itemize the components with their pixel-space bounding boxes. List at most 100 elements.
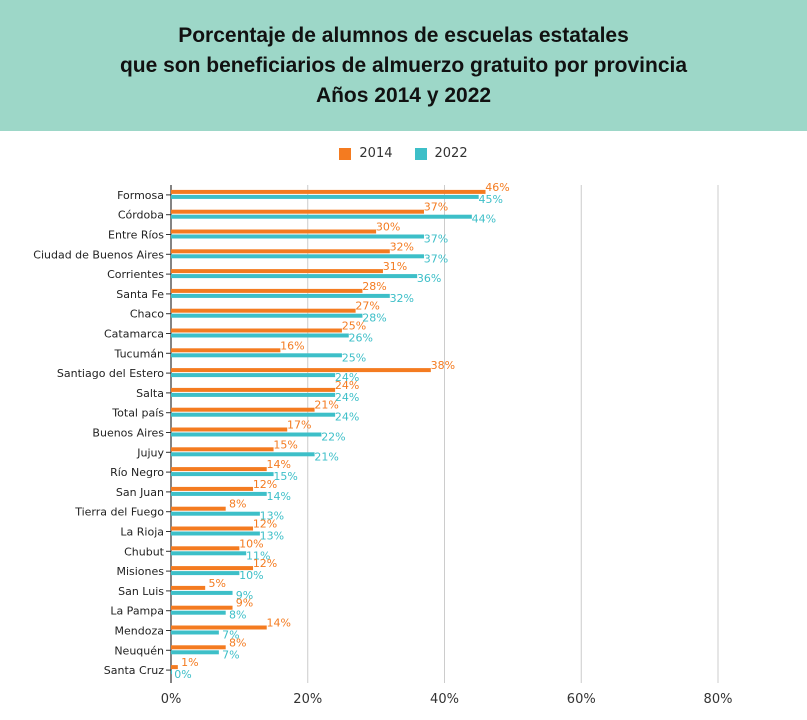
y-tick-label: Santa Fe (116, 288, 164, 301)
data-label-2014: 25% (342, 320, 366, 333)
x-tick-label: 40% (430, 692, 459, 707)
legend-swatch-2022 (414, 147, 427, 160)
y-tick-label: Santiago del Estero (57, 367, 164, 380)
y-tick-label: Catamarca (104, 328, 164, 341)
data-label-2014: 12% (253, 478, 277, 491)
data-label-2022: 24% (335, 411, 359, 424)
data-label-2022: 21% (314, 450, 338, 463)
bar-2022 (171, 373, 336, 378)
bar-2022 (171, 670, 172, 675)
bar-2022 (171, 650, 219, 655)
bar-2022 (171, 254, 424, 259)
bar-2022 (171, 531, 260, 536)
data-label-2022: 36% (417, 272, 441, 285)
bar-2014 (171, 387, 336, 392)
bar-2014 (171, 625, 267, 630)
y-tick-label: Córdoba (118, 209, 164, 222)
data-label-2014: 10% (239, 537, 263, 550)
bar-2014 (171, 447, 274, 452)
bar-2022 (171, 511, 260, 516)
data-label-2022: 13% (260, 510, 284, 523)
bar-2022 (171, 293, 390, 298)
y-tick-label: Corrientes (107, 268, 164, 281)
y-tick-label: La Pampa (110, 605, 164, 618)
data-label-2022: 24% (335, 391, 359, 404)
bar-2014 (171, 288, 363, 293)
y-tick-label: Mendoza (115, 625, 164, 638)
legend-label-2014: 2014 (359, 146, 393, 161)
data-label-2022: 11% (246, 549, 270, 562)
bar-2022 (171, 313, 363, 318)
data-label-2022: 14% (266, 490, 290, 503)
bar-2014 (171, 368, 431, 373)
data-label-2022: 8% (229, 609, 246, 622)
bar-2014 (171, 189, 486, 194)
bar-2014 (171, 585, 206, 590)
bar-2014 (171, 546, 240, 551)
legend-item-2014[interactable]: 2014 (339, 146, 393, 161)
y-tick-label: Formosa (117, 189, 164, 202)
data-label-2014: 28% (362, 280, 386, 293)
y-tick-label: Misiones (116, 565, 164, 578)
y-tick-label: Salta (136, 387, 164, 400)
bar-2014 (171, 526, 254, 531)
bar-2022 (171, 571, 240, 576)
bar-2014 (171, 407, 315, 412)
y-tick-label: Buenos Aires (92, 427, 164, 440)
bar-2014 (171, 229, 377, 234)
chart-legend: 2014 2022 (0, 146, 807, 161)
data-label-2022: 45% (478, 193, 502, 206)
y-tick-label: Tucumán (114, 347, 164, 360)
y-tick-label: Río Negro (110, 466, 164, 479)
bar-2022 (171, 551, 247, 556)
data-label-2022: 44% (472, 213, 496, 226)
y-tick-label: Ciudad de Buenos Aires (33, 248, 164, 261)
x-tick-label: 60% (567, 692, 596, 707)
bar-2022 (171, 610, 226, 615)
data-label-2022: 26% (349, 332, 373, 345)
bar-2014 (171, 209, 424, 214)
y-tick-label: Entre Ríos (108, 229, 164, 242)
chart-title-banner: Porcentaje de alumnos de escuelas estata… (0, 0, 807, 131)
y-tick-label: Chubut (124, 545, 165, 558)
data-label-2022: 28% (362, 312, 386, 325)
x-tick-label: 20% (293, 692, 322, 707)
bar-2022 (171, 353, 342, 358)
data-label-2014: 12% (253, 557, 277, 570)
bar-2022 (171, 452, 315, 457)
data-label-2022: 7% (222, 648, 239, 661)
legend-swatch-2014 (339, 147, 352, 160)
bar-2022 (171, 630, 219, 635)
bar-2022 (171, 214, 472, 219)
y-tick-label: Chaco (130, 308, 164, 321)
bar-2014 (171, 269, 383, 274)
chart-title-line-3: Años 2014 y 2022 (315, 83, 492, 107)
data-label-2014: 5% (208, 577, 225, 590)
data-label-2022: 13% (260, 530, 284, 543)
bar-2014 (171, 506, 226, 511)
y-tick-label: Jujuy (136, 446, 164, 459)
data-label-2014: 1% (181, 656, 198, 669)
y-tick-label: San Juan (116, 486, 164, 499)
bar-2022 (171, 234, 424, 239)
chart-title-line-2: que son beneficiarios de almuerzo gratui… (119, 53, 688, 77)
data-label-2022: 24% (335, 371, 359, 384)
bar-2022 (171, 333, 349, 338)
data-label-2014: 30% (376, 221, 400, 234)
data-label-2014: 16% (280, 339, 304, 352)
data-label-2022: 37% (424, 233, 448, 246)
data-label-2014: 46% (485, 181, 509, 194)
y-tick-label: Tierra del Fuego (74, 506, 164, 519)
data-label-2022: 0% (174, 668, 191, 681)
legend-item-2022[interactable]: 2022 (414, 146, 468, 161)
data-label-2022: 9% (236, 589, 253, 602)
bar-2022 (171, 491, 267, 496)
y-tick-label: Santa Cruz (104, 664, 164, 677)
bar-2014 (171, 467, 267, 472)
data-label-2014: 27% (355, 300, 379, 313)
data-label-2022: 15% (273, 470, 297, 483)
data-label-2022: 32% (390, 292, 414, 305)
data-label-2014: 24% (335, 379, 359, 392)
data-label-2014: 31% (383, 260, 407, 273)
